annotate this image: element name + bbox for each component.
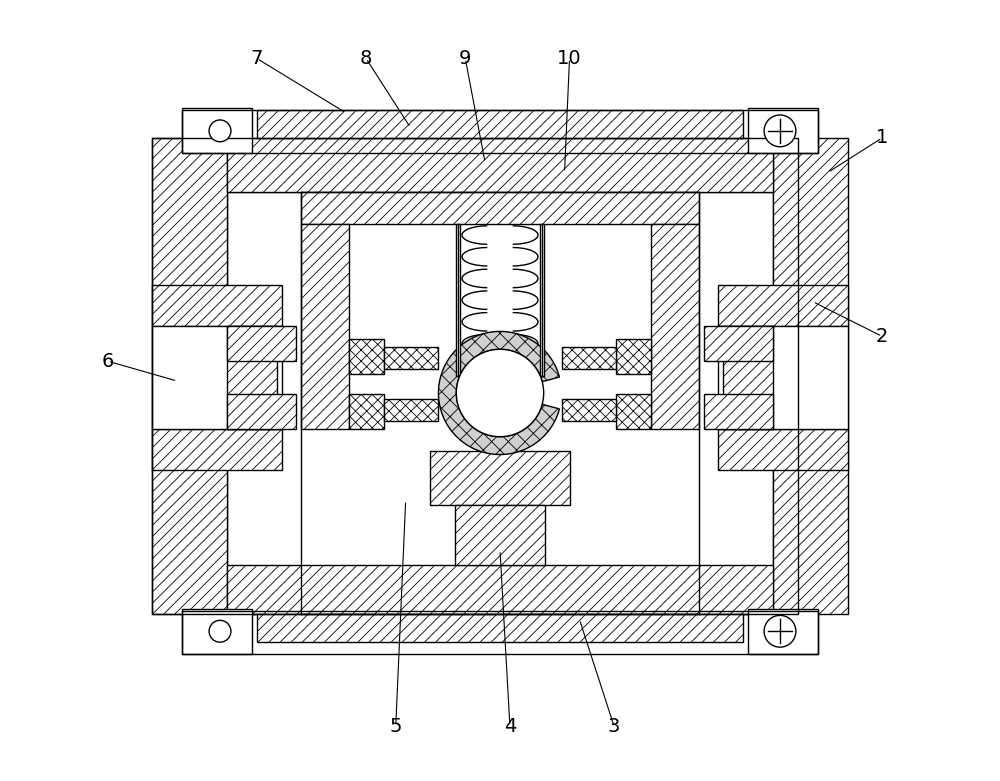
Bar — [227, 394, 296, 429]
Text: 4: 4 — [504, 717, 516, 736]
Circle shape — [456, 349, 544, 437]
Bar — [718, 285, 848, 326]
Bar — [718, 429, 848, 470]
Bar — [456, 224, 460, 376]
Bar — [349, 340, 384, 374]
Circle shape — [209, 120, 231, 142]
Bar — [651, 224, 699, 429]
Bar — [182, 612, 818, 654]
Bar — [152, 285, 282, 326]
Bar — [718, 326, 848, 429]
Bar — [182, 609, 252, 654]
Bar — [562, 399, 616, 421]
Text: 7: 7 — [251, 49, 263, 68]
Bar — [257, 110, 743, 137]
Bar — [616, 394, 651, 429]
Bar — [227, 137, 773, 192]
Text: 5: 5 — [389, 717, 402, 736]
Bar — [227, 192, 773, 615]
Bar — [430, 451, 570, 505]
Bar — [257, 615, 743, 642]
Text: 10: 10 — [557, 49, 582, 68]
Bar — [152, 326, 282, 429]
Bar — [349, 394, 384, 429]
Bar — [301, 192, 699, 224]
Circle shape — [764, 615, 796, 647]
Text: 8: 8 — [360, 49, 372, 68]
Bar — [182, 108, 252, 153]
Bar — [384, 348, 438, 369]
Text: 1: 1 — [876, 128, 888, 148]
Bar — [704, 394, 773, 429]
Bar — [748, 609, 818, 654]
Bar — [301, 224, 349, 429]
Bar — [723, 326, 773, 429]
Bar — [227, 565, 773, 615]
Text: 9: 9 — [459, 49, 471, 68]
Bar — [227, 326, 277, 429]
Bar — [152, 137, 227, 615]
Bar — [227, 326, 296, 361]
Circle shape — [764, 115, 796, 147]
Bar — [562, 348, 616, 369]
Bar — [704, 326, 773, 361]
Bar — [748, 108, 818, 153]
Text: 2: 2 — [876, 327, 888, 346]
Circle shape — [209, 620, 231, 642]
Polygon shape — [438, 331, 559, 455]
Bar — [455, 505, 545, 565]
Bar — [773, 137, 848, 615]
Text: 3: 3 — [608, 717, 620, 736]
Bar — [540, 224, 544, 376]
Text: 6: 6 — [102, 351, 114, 371]
Bar — [152, 429, 282, 470]
Bar — [616, 340, 651, 374]
Bar — [384, 399, 438, 421]
Bar — [152, 137, 798, 615]
Bar — [182, 110, 818, 153]
